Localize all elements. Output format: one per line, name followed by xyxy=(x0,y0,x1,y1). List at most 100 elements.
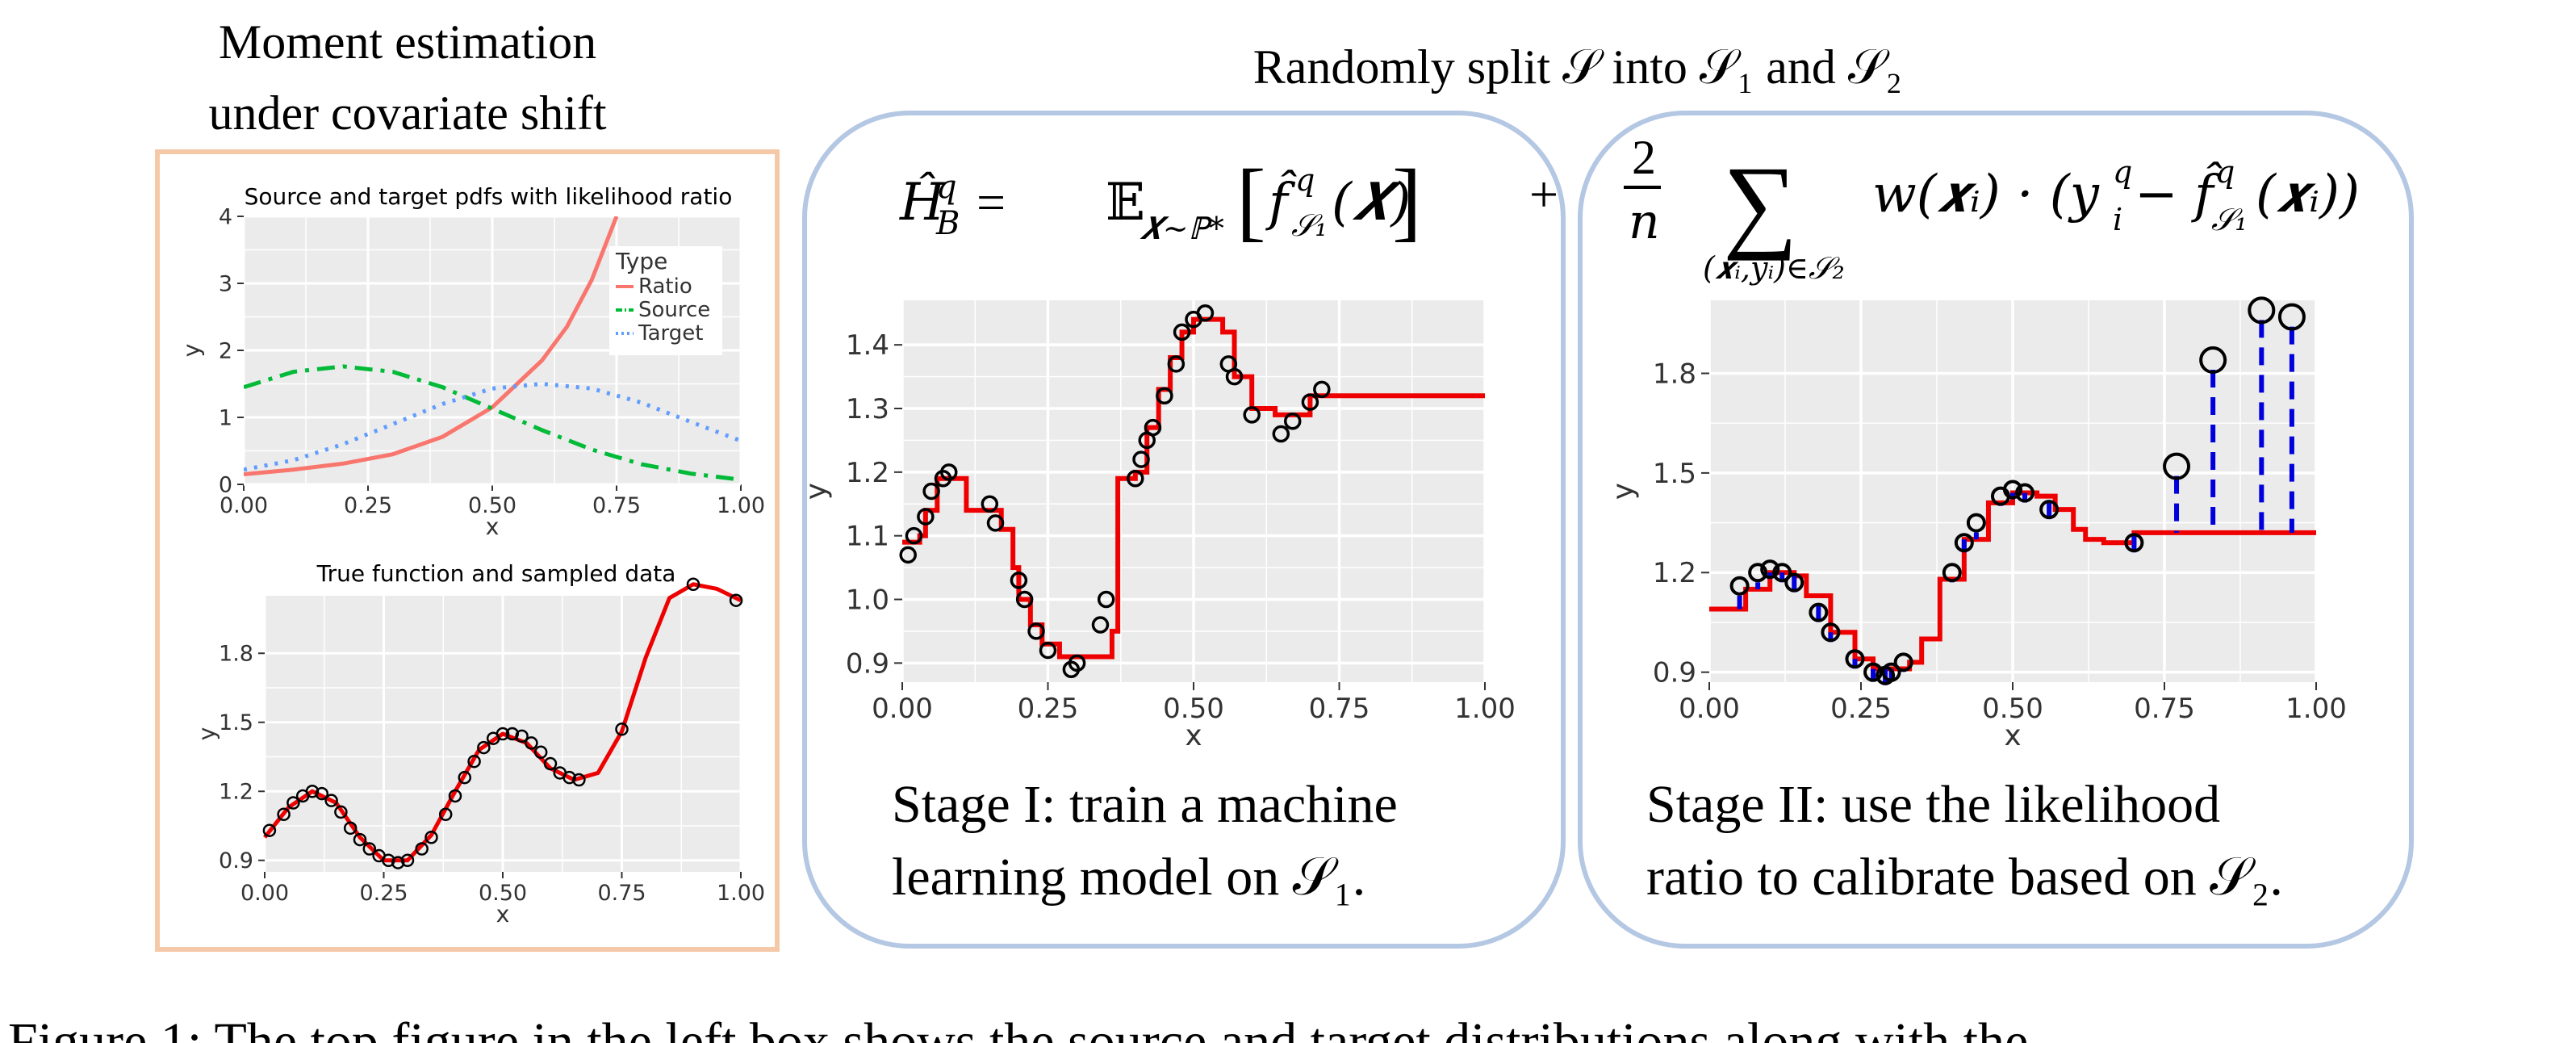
x-tick-label: 0.75 xyxy=(592,493,641,518)
formula-f-sub: 𝒮₁ xyxy=(1291,207,1328,243)
sample-point xyxy=(496,727,510,741)
y-tick-label: 1.4 xyxy=(846,329,889,362)
formula-h-sup: q xyxy=(936,169,957,206)
calibration-point xyxy=(1821,622,1841,643)
legend-label: Ratio xyxy=(638,274,692,299)
training-point xyxy=(1167,355,1186,373)
training-point xyxy=(1068,654,1086,672)
formula-equals: = xyxy=(976,174,1006,231)
stage1-caption-line2: learning model on 𝒮₁. xyxy=(892,848,1365,907)
sample-point xyxy=(505,727,520,741)
sample-point xyxy=(686,577,700,591)
stage2-caption-line2: ratio to calibrate based on 𝒮₂. xyxy=(1646,848,2283,907)
training-point xyxy=(1272,425,1290,443)
formula-part1: Ĥ q B = 𝔼 𝑿∼ℙ* [ f̂ q 𝒮₁ (𝑿) ] xyxy=(899,151,1422,249)
calibration-point xyxy=(2015,483,2035,503)
training-point xyxy=(1313,380,1331,399)
legend-box xyxy=(609,246,722,355)
y-tick-label: 3 xyxy=(219,271,232,296)
formula-bracket-left: [ xyxy=(1236,151,1266,249)
x-tick-label: 1.00 xyxy=(1454,693,1516,725)
formula-sum-sub: (𝒙ᵢ,yᵢ)∈𝒮₂ xyxy=(1703,250,1845,286)
legend-label: Source xyxy=(638,298,710,322)
series-line-source xyxy=(244,364,741,482)
formula-expectation-sub: 𝑿∼ℙ* xyxy=(1140,211,1224,246)
stage2-caption-line1: Stage II: use the likelihood xyxy=(1646,775,2220,834)
x-axis-label: x xyxy=(496,901,510,928)
formula-frac-den: n xyxy=(1629,194,1660,250)
calibration-point xyxy=(1942,563,1962,583)
y-tick-label: 0 xyxy=(219,472,232,497)
calibration-point xyxy=(1729,576,1750,596)
sample-point xyxy=(415,842,429,856)
y-tick-label: 1.5 xyxy=(219,710,253,735)
y-tick-label: 1.2 xyxy=(1653,557,1696,589)
sample-point xyxy=(615,723,629,736)
sample-point xyxy=(729,593,743,607)
formula-body-a: w(𝒙ᵢ) · (y xyxy=(1872,165,2100,224)
formula-body-sub: i xyxy=(2113,202,2122,237)
calibration-point xyxy=(2003,480,2022,500)
chart-pdfs-title: Source and target pdfs with likelihood r… xyxy=(245,183,733,210)
y-tick-label: 1.2 xyxy=(846,457,889,489)
y-tick-label: 1.8 xyxy=(1653,358,1696,390)
x-tick-label: 1.00 xyxy=(717,493,765,518)
formula-sum: ∑ xyxy=(1723,145,1798,262)
y-tick-label: 0.9 xyxy=(219,848,253,873)
calibration-point xyxy=(2199,346,2227,375)
x-tick-label: 0.50 xyxy=(1982,693,2043,725)
y-tick-label: 1.0 xyxy=(846,584,889,616)
calibration-point xyxy=(1760,559,1780,580)
left-title-line1: Moment estimation xyxy=(219,15,596,69)
sample-point xyxy=(424,831,438,844)
sample-point xyxy=(467,754,481,769)
sample-point xyxy=(533,745,548,760)
series-line-target xyxy=(244,381,741,472)
stage1-box xyxy=(802,111,1566,949)
series-line-ratio xyxy=(244,216,619,477)
y-tick-label: 1.1 xyxy=(846,521,889,553)
training-point xyxy=(1301,393,1319,411)
sample-point xyxy=(400,853,415,867)
stage1-caption-line1: Stage I: train a machine xyxy=(892,775,1398,834)
figure-caption: Figure 1: The top figure in the left box… xyxy=(8,1012,2028,1043)
calibration-point xyxy=(1784,572,1804,593)
training-point xyxy=(1127,469,1144,488)
training-point xyxy=(981,495,999,513)
sample-point xyxy=(525,736,538,750)
calibration-point xyxy=(1863,662,1884,682)
formula-frac-num: 2 xyxy=(1632,131,1656,184)
training-point xyxy=(1015,590,1034,609)
y-axis-label: y xyxy=(1607,483,1640,500)
sample-point xyxy=(343,821,358,836)
formula-expectation: 𝔼 xyxy=(1106,174,1145,231)
x-tick-label: 0.00 xyxy=(220,493,268,518)
training-point xyxy=(922,482,940,501)
calibration-point xyxy=(1748,563,1768,583)
sample-point xyxy=(324,794,338,807)
x-tick-label: 0.00 xyxy=(1679,693,1740,725)
formula-part2: 2 n ∑ (𝒙ᵢ,yᵢ)∈𝒮₂ w(𝒙ᵢ) · (y q i − f̂ q 𝒮… xyxy=(1624,131,2360,286)
calibration-point xyxy=(1845,649,1865,669)
sample-point xyxy=(353,832,367,847)
y-axis-label: y xyxy=(800,483,833,500)
formula-plus: + xyxy=(1529,165,1558,223)
formula-h-hat: Ĥ xyxy=(899,172,946,232)
legend-label: Target xyxy=(638,321,703,346)
formula-body-c: (𝒙ᵢ)) xyxy=(2256,165,2360,224)
y-tick-label: 1.8 xyxy=(219,642,253,667)
calibration-point xyxy=(2039,500,2060,520)
sample-point xyxy=(262,823,277,837)
formula-bracket-right: ] xyxy=(1392,151,1422,249)
sample-point xyxy=(362,842,377,856)
true-function-curve xyxy=(263,582,742,863)
y-tick-label: 1.3 xyxy=(846,393,889,425)
training-point xyxy=(1027,622,1045,640)
split-title: Randomly split 𝒮 into 𝒮₁ and 𝒮₂ xyxy=(1253,40,1902,94)
y-tick-label: 1.2 xyxy=(219,780,253,805)
x-tick-label: 0.50 xyxy=(479,881,527,906)
sample-point xyxy=(382,853,395,867)
training-point xyxy=(1132,450,1150,468)
calibration-point xyxy=(1772,563,1792,583)
x-tick-label: 0.25 xyxy=(344,493,392,518)
